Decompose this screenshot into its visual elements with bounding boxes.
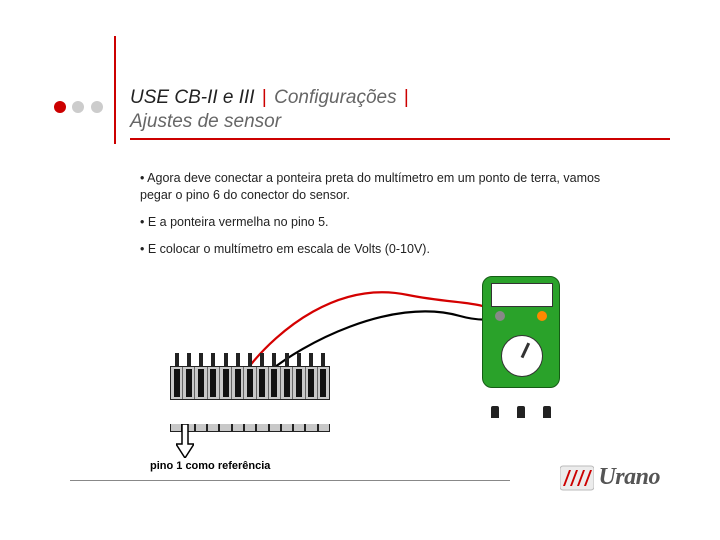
- arrow-down-icon: [176, 424, 194, 458]
- connector-pin: [220, 367, 232, 399]
- dot-grey-icon: [91, 101, 103, 113]
- diagram: pino 1 como referência: [150, 296, 570, 476]
- connector-pin: [232, 367, 244, 399]
- multimeter-screen: [491, 283, 553, 307]
- connector-pin: [269, 367, 281, 399]
- multimeter-button-icon: [537, 311, 547, 321]
- title-separator: |: [260, 87, 269, 108]
- connector: [170, 366, 330, 424]
- multimeter-button-icon: [495, 311, 505, 321]
- multimeter-dial-icon: [501, 335, 543, 377]
- bullet-item: • E a ponteira vermelha no pino 5.: [140, 214, 610, 231]
- plug-icon: [543, 406, 551, 418]
- multimeter-plugs: [482, 406, 560, 420]
- brand-name: Urano: [598, 464, 660, 491]
- pin-1-label: pino 1 como referência: [150, 460, 270, 472]
- connector-pin: [208, 367, 220, 399]
- plug-icon: [517, 406, 525, 418]
- connector-pin: [183, 367, 195, 399]
- dot-grey-icon: [72, 101, 84, 113]
- connector-pin: [281, 367, 293, 399]
- footer-divider: [70, 480, 510, 481]
- connector-pin: [293, 367, 305, 399]
- brand-mark-icon: [560, 462, 594, 492]
- connector-pin: [171, 367, 183, 399]
- vertical-accent-line: [114, 36, 116, 144]
- connector-pin: [244, 367, 256, 399]
- connector-pin: [318, 367, 329, 399]
- dot-red-icon: [54, 101, 66, 113]
- bullet-list: • Agora deve conectar a ponteira preta d…: [140, 170, 610, 268]
- brand-logo: Urano: [560, 462, 660, 492]
- bullet-item: • Agora deve conectar a ponteira preta d…: [140, 170, 610, 204]
- connector-pin: [257, 367, 269, 399]
- bullet-item: • E colocar o multímetro em escala de Vo…: [140, 241, 610, 258]
- connector-pin: [306, 367, 318, 399]
- connector-base: [170, 424, 330, 432]
- title-separator: |: [402, 87, 411, 108]
- multimeter: [482, 276, 560, 406]
- title-block: USE CB-II e III | Configurações | Ajuste…: [130, 86, 670, 140]
- slide: USE CB-II e III | Configurações | Ajuste…: [0, 0, 720, 540]
- decor-dots: [54, 100, 105, 118]
- bullet-text: E colocar o multímetro em escala de Volt…: [148, 242, 430, 256]
- title-product: USE CB-II e III: [130, 87, 255, 108]
- title-section: Configurações: [274, 87, 397, 108]
- plug-icon: [491, 406, 499, 418]
- title-subtitle: Ajustes de sensor: [130, 110, 670, 134]
- connector-body: [170, 366, 330, 400]
- bullet-text: E a ponteira vermelha no pino 5.: [148, 215, 329, 229]
- title-line-1: USE CB-II e III | Configurações |: [130, 86, 670, 110]
- bullet-text: Agora deve conectar a ponteira preta do …: [140, 171, 600, 202]
- multimeter-body: [482, 276, 560, 388]
- connector-pin: [195, 367, 207, 399]
